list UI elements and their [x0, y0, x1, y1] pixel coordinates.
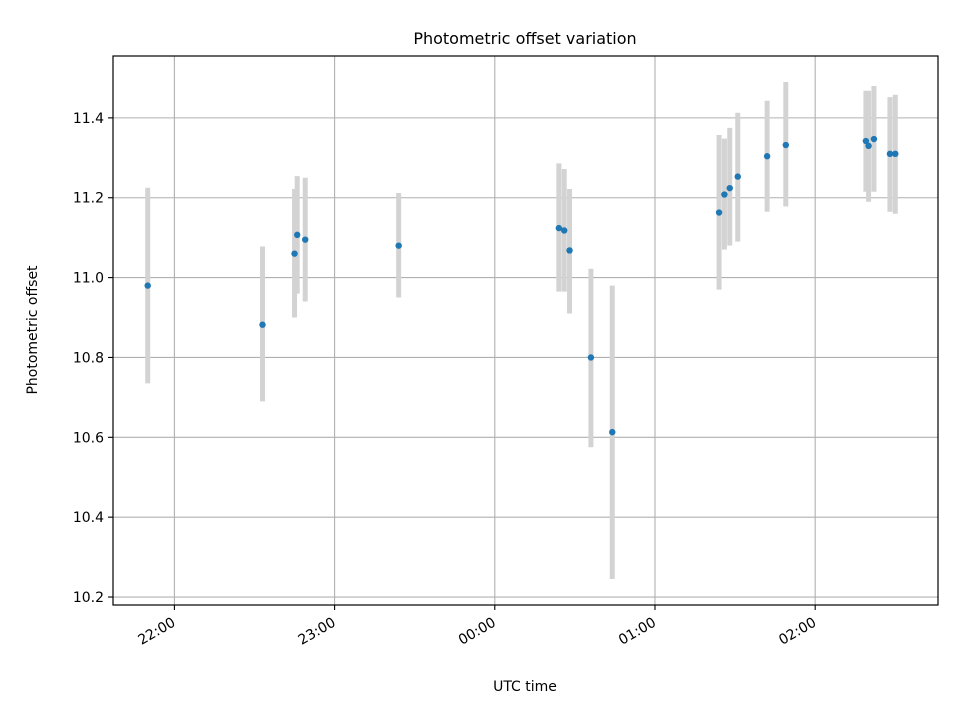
y-tick-label: 11.0: [73, 271, 104, 287]
data-point: [715, 209, 723, 216]
y-tick-label: 10.6: [73, 430, 104, 446]
grid: [113, 56, 938, 605]
data-point: [291, 250, 298, 257]
data-point: [395, 242, 402, 249]
data-point: [782, 141, 790, 149]
data-point: [561, 227, 568, 234]
data-point: [144, 282, 151, 289]
data-point: [302, 236, 309, 243]
data-point: [862, 137, 870, 145]
data-point: [566, 247, 573, 254]
y-axis-label: Photometric offset: [25, 265, 41, 395]
data-point: [726, 184, 733, 192]
data-point: [886, 150, 894, 158]
data-point: [763, 153, 771, 160]
x-axis-label: UTC time: [493, 679, 557, 695]
y-tick-label: 11.4: [73, 111, 104, 127]
data-points: [144, 135, 899, 436]
data-point: [734, 173, 741, 180]
y-tick-label: 10.4: [73, 510, 104, 526]
data-point: [892, 150, 899, 158]
data-point: [555, 224, 563, 232]
data-point: [721, 191, 728, 198]
data-point: [587, 354, 595, 361]
chart-title: Photometric offset variation: [413, 29, 636, 48]
y-tick-label: 10.2: [73, 590, 104, 606]
y-tick-label: 10.8: [73, 350, 104, 366]
y-tick-label: 11.2: [73, 191, 104, 207]
data-point: [294, 231, 301, 239]
data-point: [865, 142, 872, 150]
y-axis-ticks: 10.2 10.4 10.6 10.8 11.0 11.2 11.4: [73, 111, 113, 606]
data-point: [609, 428, 616, 436]
plot-frame: [112, 55, 939, 606]
data-point: [259, 321, 266, 328]
data-point: [870, 135, 878, 143]
